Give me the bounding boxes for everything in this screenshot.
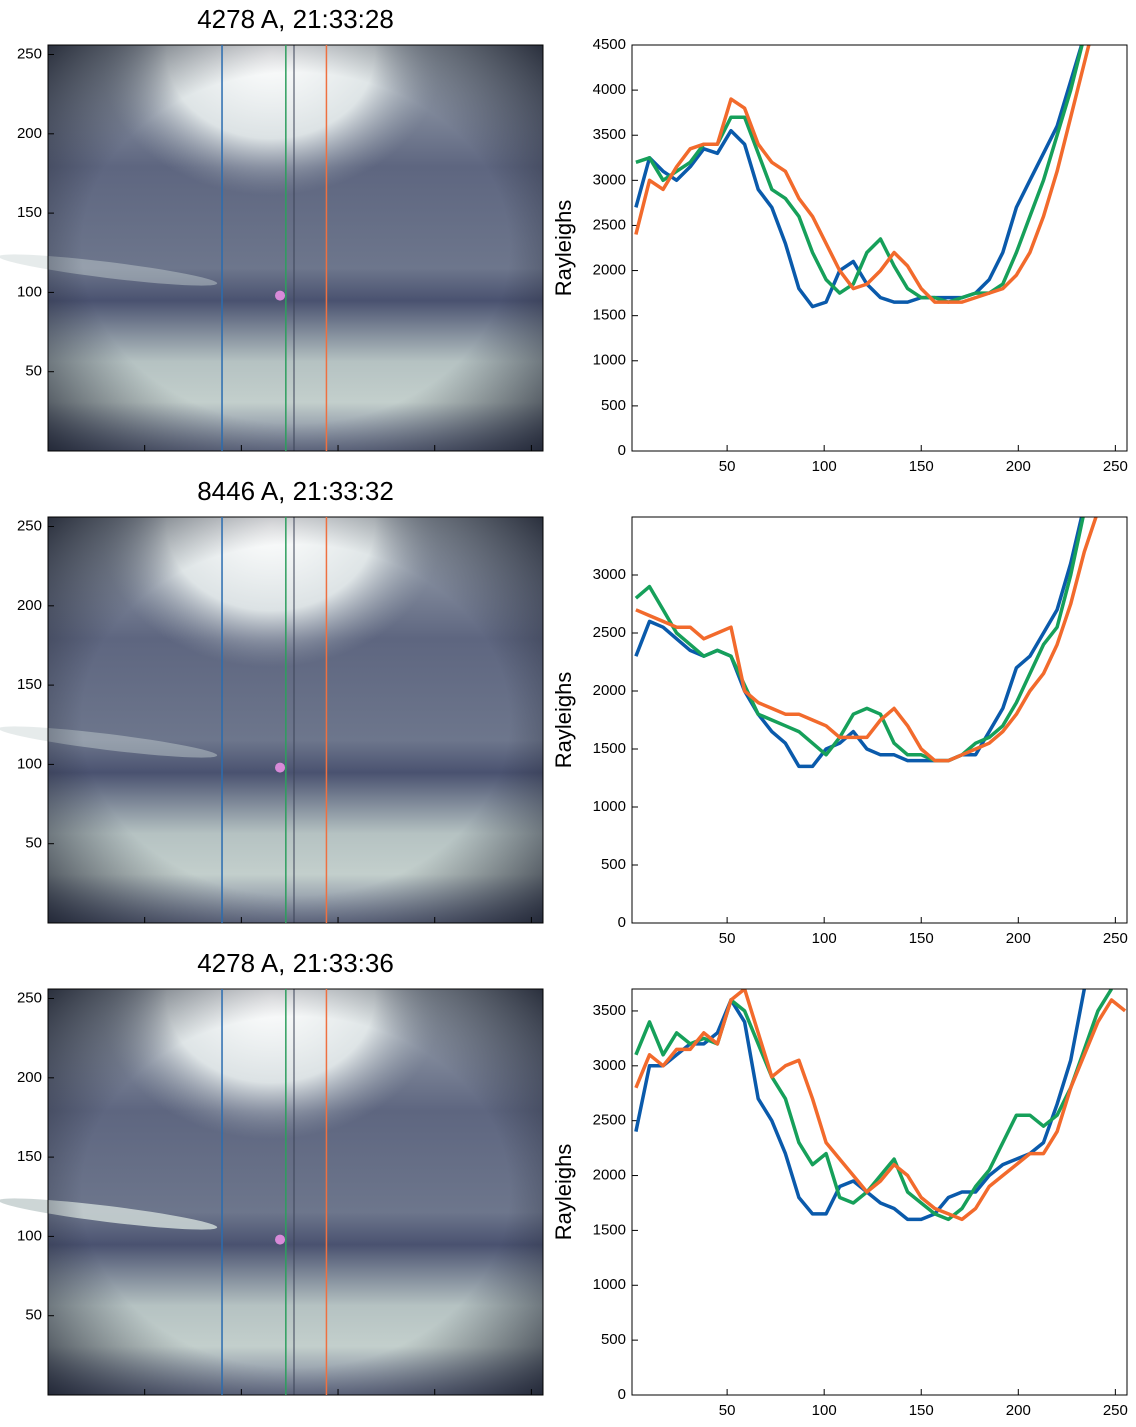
y-tick-label: 4000 — [593, 81, 626, 98]
x-tick-label: 100 — [812, 458, 837, 475]
y-tick-label: 500 — [601, 1331, 626, 1348]
y-tick-label: 1500 — [593, 307, 626, 324]
y-tick-label: 200 — [17, 125, 42, 142]
y-tick-label: 500 — [601, 856, 626, 873]
y-tick-label: 2500 — [593, 216, 626, 233]
y-tick-label: 200 — [17, 597, 42, 614]
y-tick-label: 100 — [17, 1227, 42, 1244]
x-tick-label: 250 — [1103, 1402, 1128, 1419]
y-tick-label: 2000 — [593, 262, 626, 279]
y-tick-label: 3000 — [593, 566, 626, 583]
y-tick-label: 150 — [17, 676, 42, 693]
x-tick-label: 200 — [1006, 458, 1031, 475]
x-tick-label: 200 — [1006, 1402, 1031, 1419]
x-tick-label: 50 — [719, 930, 736, 947]
y-tick-label: 150 — [17, 1148, 42, 1165]
frame — [47, 44, 544, 452]
frame — [47, 988, 544, 1396]
x-tick-label: 250 — [1103, 930, 1128, 947]
image-vignette — [48, 989, 543, 1395]
series-line — [635, 45, 1084, 304]
y-tick-label: 1500 — [593, 740, 626, 757]
y-axis-label: Rayleighs — [551, 1144, 576, 1241]
y-tick-label: 500 — [601, 397, 626, 414]
series-line — [634, 989, 1127, 1222]
y-tick-label: 1000 — [593, 798, 626, 815]
y-tick-label: 50 — [25, 835, 42, 852]
y-tick-label: 2000 — [593, 1167, 626, 1184]
y-tick-label: 4500 — [593, 36, 626, 53]
x-tick-label: 50 — [719, 458, 736, 475]
y-tick-label: 2500 — [593, 624, 626, 641]
y-tick-label: 250 — [17, 989, 42, 1006]
camera-image — [0, 45, 543, 451]
series-line — [635, 517, 1098, 763]
y-tick-label: 1000 — [593, 1276, 626, 1293]
y-tick-label: 200 — [17, 1069, 42, 1086]
y-tick-label: 3500 — [593, 126, 626, 143]
image-vignette — [48, 45, 543, 451]
x-tick-label: 150 — [909, 930, 934, 947]
series-line — [634, 45, 1091, 304]
camera-image — [0, 517, 543, 923]
series-line — [634, 45, 1084, 309]
y-tick-label: 0 — [618, 914, 626, 931]
y-tick-label: 100 — [17, 283, 42, 300]
y-tick-label: 0 — [618, 1386, 626, 1403]
x-tick-label: 150 — [909, 458, 934, 475]
panel-title: 4278 A, 21:33:36 — [197, 948, 394, 978]
y-tick-label: 100 — [17, 755, 42, 772]
series-line — [634, 517, 1085, 763]
y-tick-label: 2500 — [593, 1112, 626, 1129]
x-tick-label: 250 — [1103, 458, 1128, 475]
y-tick-label: 150 — [17, 204, 42, 221]
x-tick-label: 100 — [812, 930, 837, 947]
y-tick-label: 0 — [618, 442, 626, 459]
frame — [631, 44, 1128, 452]
y-tick-label: 3000 — [593, 1057, 626, 1074]
y-tick-label: 250 — [17, 517, 42, 534]
y-tick-label: 50 — [25, 363, 42, 380]
y-tick-label: 1000 — [593, 352, 626, 369]
marker-dot — [275, 1234, 286, 1245]
x-tick-label: 200 — [1006, 930, 1031, 947]
y-tick-label: 50 — [25, 1307, 42, 1324]
x-tick-label: 100 — [812, 1402, 837, 1419]
y-tick-label: 3500 — [593, 1002, 626, 1019]
y-tick-label: 3000 — [593, 171, 626, 188]
x-tick-label: 50 — [719, 1402, 736, 1419]
y-axis-label: Rayleighs — [551, 200, 576, 297]
y-axis-label: Rayleighs — [551, 672, 576, 769]
y-tick-label: 2000 — [593, 682, 626, 699]
image-vignette — [48, 517, 543, 923]
frame — [631, 516, 1128, 924]
camera-image — [0, 989, 543, 1395]
panel-title: 4278 A, 21:33:28 — [197, 4, 394, 34]
frame — [631, 988, 1128, 1396]
y-tick-label: 250 — [17, 45, 42, 62]
y-tick-label: 1500 — [593, 1221, 626, 1238]
series-line — [634, 517, 1084, 769]
frame — [47, 516, 544, 924]
marker-dot — [275, 762, 286, 773]
x-tick-label: 150 — [909, 1402, 934, 1419]
marker-dot — [275, 290, 286, 301]
panel-title: 8446 A, 21:33:32 — [197, 476, 394, 506]
